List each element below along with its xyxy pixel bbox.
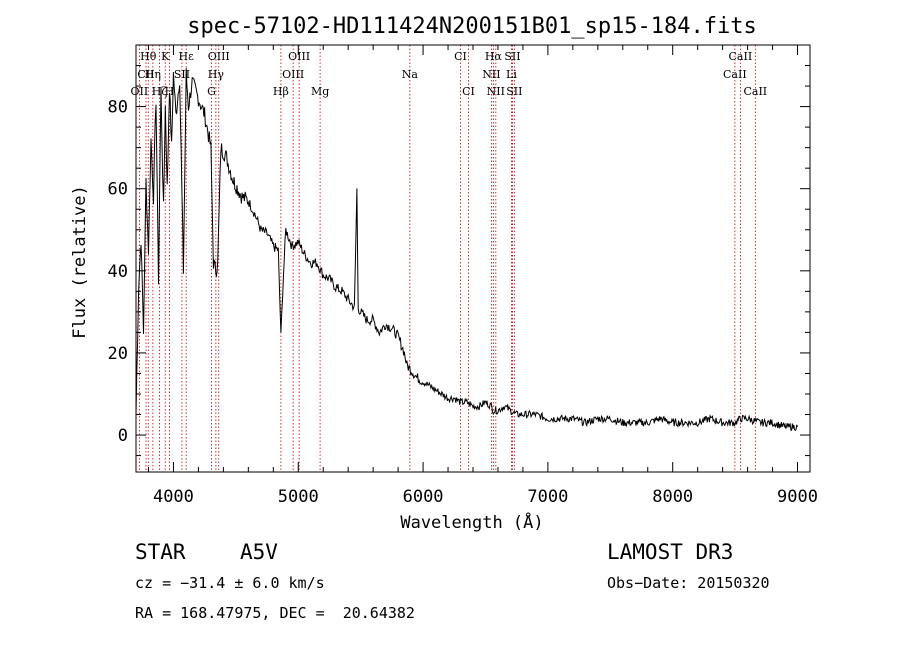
y-axis-label: Flux (relative)	[70, 185, 90, 339]
chart-title: spec-57102-HD111424N200151B01_sp15-184.f…	[187, 14, 757, 39]
spectral-line-label: CaII	[729, 50, 753, 63]
spectral-line-label: K	[161, 50, 170, 63]
spectral-subclass: A5V	[240, 540, 278, 564]
y-tick-label: 0	[118, 426, 128, 446]
spectral-line-label: OIII	[208, 50, 230, 63]
spectral-line-label: CaII	[743, 85, 767, 98]
y-tick-label: 80	[108, 98, 128, 118]
sky-coordinates: RA = 168.47975, DEC = 20.64382	[135, 604, 415, 622]
spectral-line-label: OII	[131, 85, 149, 98]
spectral-line-label: OIII	[282, 68, 304, 81]
spectral-line-label: Mg	[311, 85, 329, 98]
spectral-line-label: Hα	[485, 50, 503, 63]
spectrum-line	[135, 68, 798, 432]
spectral-line-label: CI	[454, 50, 467, 63]
x-tick-label: 6000	[403, 487, 444, 507]
spectral-line-label: CI	[462, 85, 475, 98]
x-tick-label: 7000	[527, 487, 568, 507]
spectral-line-label: OIII	[288, 50, 310, 63]
x-axis-label: Wavelength (Å)	[400, 511, 543, 533]
spectral-line-label: NII	[487, 85, 505, 98]
spectral-line-label: Hε	[179, 50, 195, 63]
spectral-line-label: Li	[506, 68, 517, 81]
spectral-line-label: SII	[504, 50, 520, 63]
x-axis-ticks: 4000 5000 6000 7000 8000 9000	[147, 45, 818, 507]
y-tick-label: 60	[108, 180, 128, 200]
spectral-line-label: Hη	[145, 68, 161, 81]
y-axis-ticks: 0 20 40 60 80	[108, 65, 810, 457]
survey-name: LAMOST DR3	[607, 540, 734, 564]
object-class: STAR	[135, 540, 186, 564]
spectral-line-labels: Hθ CII OII KHη HζH SII Hε OIII Hγ G OIII OIII Hβ Mg Na…	[131, 50, 768, 98]
spectral-line-label: Hθ	[140, 50, 157, 63]
redshift-value: cz = −31.4 ± 6.0 km/s	[135, 574, 325, 592]
x-tick-label: 9000	[777, 487, 818, 507]
spectral-line-markers	[138, 45, 756, 472]
spectral-line-label: NII	[482, 68, 500, 81]
observation-date: Obs−Date: 20150320	[607, 574, 770, 592]
x-tick-label: 4000	[153, 487, 194, 507]
spectral-line-label: CaII	[723, 68, 747, 81]
spectral-line-label: SII	[174, 68, 190, 81]
spectral-line-label: SII	[506, 85, 522, 98]
spectral-line-label: Hβ	[273, 85, 289, 98]
spectral-line-label: Na	[402, 68, 419, 81]
spectral-line-label: Hγ	[208, 68, 225, 81]
y-tick-label: 20	[108, 344, 128, 364]
y-tick-label: 40	[108, 262, 128, 282]
x-tick-label: 8000	[652, 487, 693, 507]
spectral-line-label: G	[207, 85, 216, 98]
spectral-line-label: CII	[137, 68, 154, 81]
spectral-line-label: H	[165, 85, 175, 98]
spectral-line-label: Hζ	[152, 85, 168, 98]
x-tick-label: 5000	[278, 487, 319, 507]
